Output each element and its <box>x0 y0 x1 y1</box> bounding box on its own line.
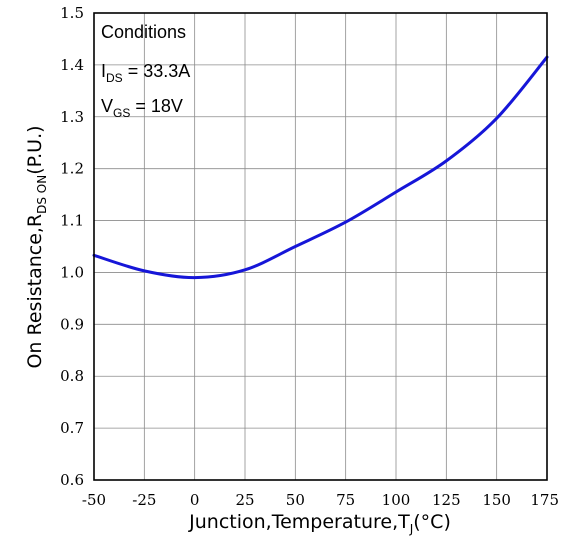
conditions-vgs: VGS = 18V <box>101 96 183 120</box>
y-tick-label: 1.0 <box>60 263 84 281</box>
y-tick-label: 1.5 <box>60 4 84 22</box>
x-tick-label: 125 <box>432 491 461 509</box>
conditions-ids: IDS = 33.3A <box>101 61 190 85</box>
x-tick-label: 0 <box>190 491 200 509</box>
y-tick-label: 1.1 <box>60 212 84 230</box>
y-axis-title: On Resistance,RDS ON(P.U.) <box>24 125 49 368</box>
x-tick-labels: -50 -25 0 25 50 75 100 125 150 175 <box>82 491 559 509</box>
y-tick-label: 0.6 <box>60 471 84 489</box>
x-tick-label: 75 <box>336 491 355 509</box>
x-tick-label: 175 <box>530 491 559 509</box>
y-tick-label: 0.7 <box>60 419 84 437</box>
y-tick-label: 1.3 <box>60 108 84 126</box>
x-tick-label: -50 <box>82 491 106 509</box>
x-tick-label: 50 <box>286 491 305 509</box>
grid <box>94 13 547 480</box>
conditions-title: Conditions <box>101 22 186 42</box>
x-tick-label: 150 <box>482 491 511 509</box>
plot-frame <box>93 12 548 481</box>
x-tick-label: 100 <box>382 491 411 509</box>
x-axis-title: Junction,Temperature,TJ(°C) <box>188 511 451 536</box>
y-tick-label: 1.4 <box>60 56 84 74</box>
y-tick-label: 0.9 <box>60 315 84 333</box>
y-tick-label: 1.2 <box>60 160 84 178</box>
series-line <box>92 55 549 280</box>
y-tick-labels: 0.6 0.7 0.8 0.9 1.0 1.1 1.2 1.3 1.4 1.5 <box>60 4 84 489</box>
x-tick-label: -25 <box>132 491 156 509</box>
x-tick-label: 25 <box>235 491 254 509</box>
y-tick-label: 0.8 <box>60 367 84 385</box>
